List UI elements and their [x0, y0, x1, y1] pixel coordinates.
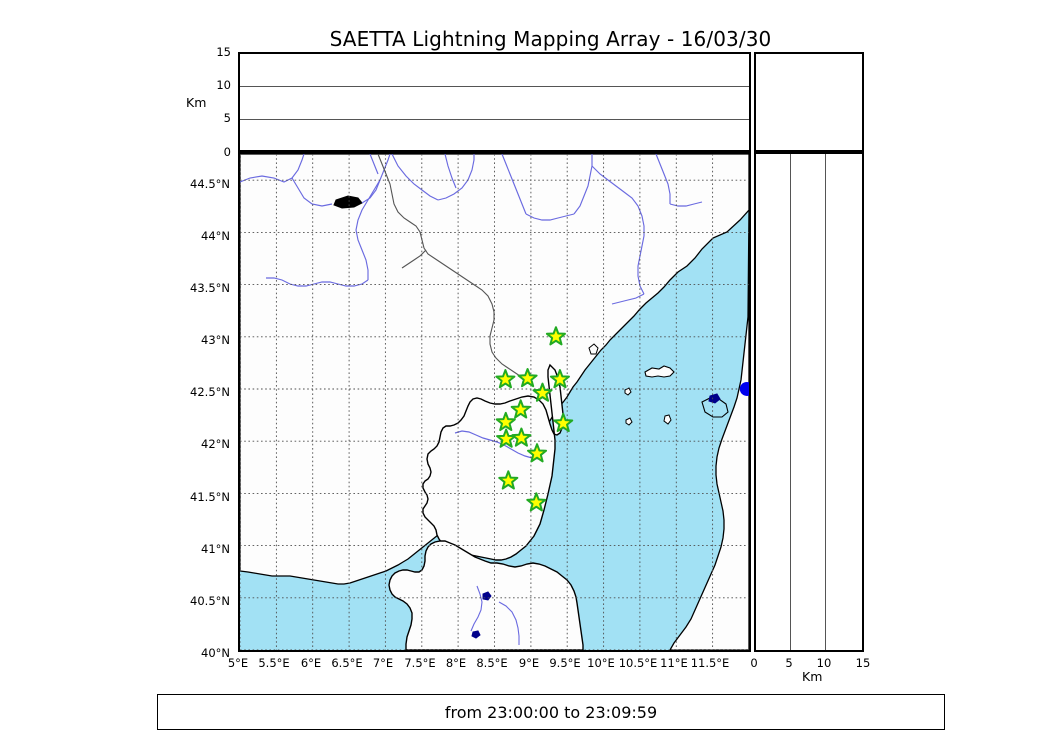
island-capraia [588, 343, 599, 355]
time-range-box: from 23:00:00 to 23:09:59 [157, 694, 945, 730]
island-small-2 [625, 417, 633, 426]
map-lat-tick-42: 42°N [201, 437, 230, 451]
page-title: SAETTA Lightning Mapping Array - 16/03/3… [329, 27, 772, 51]
map-lon-tick-11: 11°E [660, 656, 688, 670]
right-panel-xtick-10: 10 [816, 656, 832, 670]
station-star-icon [510, 399, 531, 419]
map-lat-tick-43: 43°N [201, 333, 230, 347]
map-lon-tick-11-5: 11.5°E [690, 656, 730, 670]
sardinia-river-2 [498, 601, 520, 645]
source-markers [739, 381, 749, 396]
map-lon-tick-6: 6°E [300, 656, 322, 670]
lightning-map[interactable] [238, 152, 751, 652]
lightning-source-marker [739, 381, 749, 396]
river-network [240, 154, 703, 305]
right-panel-gridline-5 [790, 154, 791, 650]
map-lon-tick-9-5: 9.5°E [549, 656, 581, 670]
italy-lake-dark [708, 393, 721, 404]
top-panel-ytick-15: 15 [216, 45, 231, 59]
map-lon-tick-6-5: 6.5°E [331, 656, 363, 670]
station-star-icon [498, 470, 519, 490]
island-small-3 [663, 414, 672, 425]
top-panel-ytick-10: 10 [216, 78, 231, 92]
island-small-1 [624, 387, 632, 396]
map-lon-tick-9: 9°E [518, 656, 540, 670]
station-star-icon [511, 427, 532, 447]
map-lon-tick-10: 10°E [587, 656, 615, 670]
top-panel-ytick-0: 0 [223, 145, 231, 159]
country-borders [377, 154, 521, 377]
map-lat-tick-40-5: 40.5°N [190, 594, 230, 608]
station-star-icon [517, 368, 538, 388]
map-lat-tick-43-5: 43.5°N [190, 281, 230, 295]
map-lat-tick-41-5: 41.5°N [190, 490, 230, 504]
map-lon-tick-7: 7°E [372, 656, 394, 670]
map-lon-tick-8-5: 8.5°E [476, 656, 508, 670]
sardinia-lake-2 [471, 630, 481, 639]
sardinia-river-1 [470, 585, 483, 632]
right-panel-xtick-5: 5 [785, 656, 793, 670]
map-graticule [240, 154, 749, 650]
right-panel-axis-label: Km [802, 669, 823, 684]
height-histogram-panel[interactable] [754, 52, 864, 152]
map-lat-tick-44: 44°N [201, 229, 230, 243]
map-lon-tick-5: 5°E [227, 656, 249, 670]
map-lat-tick-40: 40°N [201, 646, 230, 660]
station-star-icon [495, 411, 516, 432]
top-panel-ytick-5: 5 [223, 111, 231, 125]
map-lon-tick-8: 8°E [445, 656, 467, 670]
right-panel-xtick-15: 15 [855, 656, 871, 670]
right-panel-gridline-10 [825, 154, 826, 650]
map-lon-tick-7-5: 7.5°E [404, 656, 436, 670]
station-star-icon [545, 326, 566, 346]
station-markers [495, 326, 574, 512]
elba-island [644, 365, 675, 378]
top-panel-axis-label: Km [186, 95, 207, 110]
station-star-icon [549, 369, 570, 389]
map-lat-tick-41: 41°N [201, 542, 230, 556]
station-star-icon [532, 382, 553, 402]
right-panel-xtick-0: 0 [750, 656, 758, 670]
map-lat-tick-44-5: 44.5°N [190, 177, 230, 191]
map-graphics [240, 154, 749, 650]
map-lon-tick-10-5: 10.5°E [618, 656, 658, 670]
italy-coast [669, 209, 749, 650]
corsica-river [454, 430, 540, 460]
top-panel-gridline-10 [240, 86, 749, 87]
map-lat-tick-42-5: 42.5°N [190, 385, 230, 399]
station-star-icon [495, 369, 516, 389]
top-panel-gridline-5 [240, 119, 749, 120]
station-star-icon [553, 412, 574, 433]
station-star-icon [526, 492, 547, 512]
map-lon-tick-5-5: 5.5°E [258, 656, 290, 670]
station-star-icon [527, 443, 548, 463]
height-vs-longitude-panel[interactable] [238, 52, 751, 152]
height-vs-latitude-panel[interactable] [754, 152, 864, 652]
time-range-text: from 23:00:00 to 23:09:59 [444, 702, 658, 722]
etang-lake [333, 195, 363, 209]
